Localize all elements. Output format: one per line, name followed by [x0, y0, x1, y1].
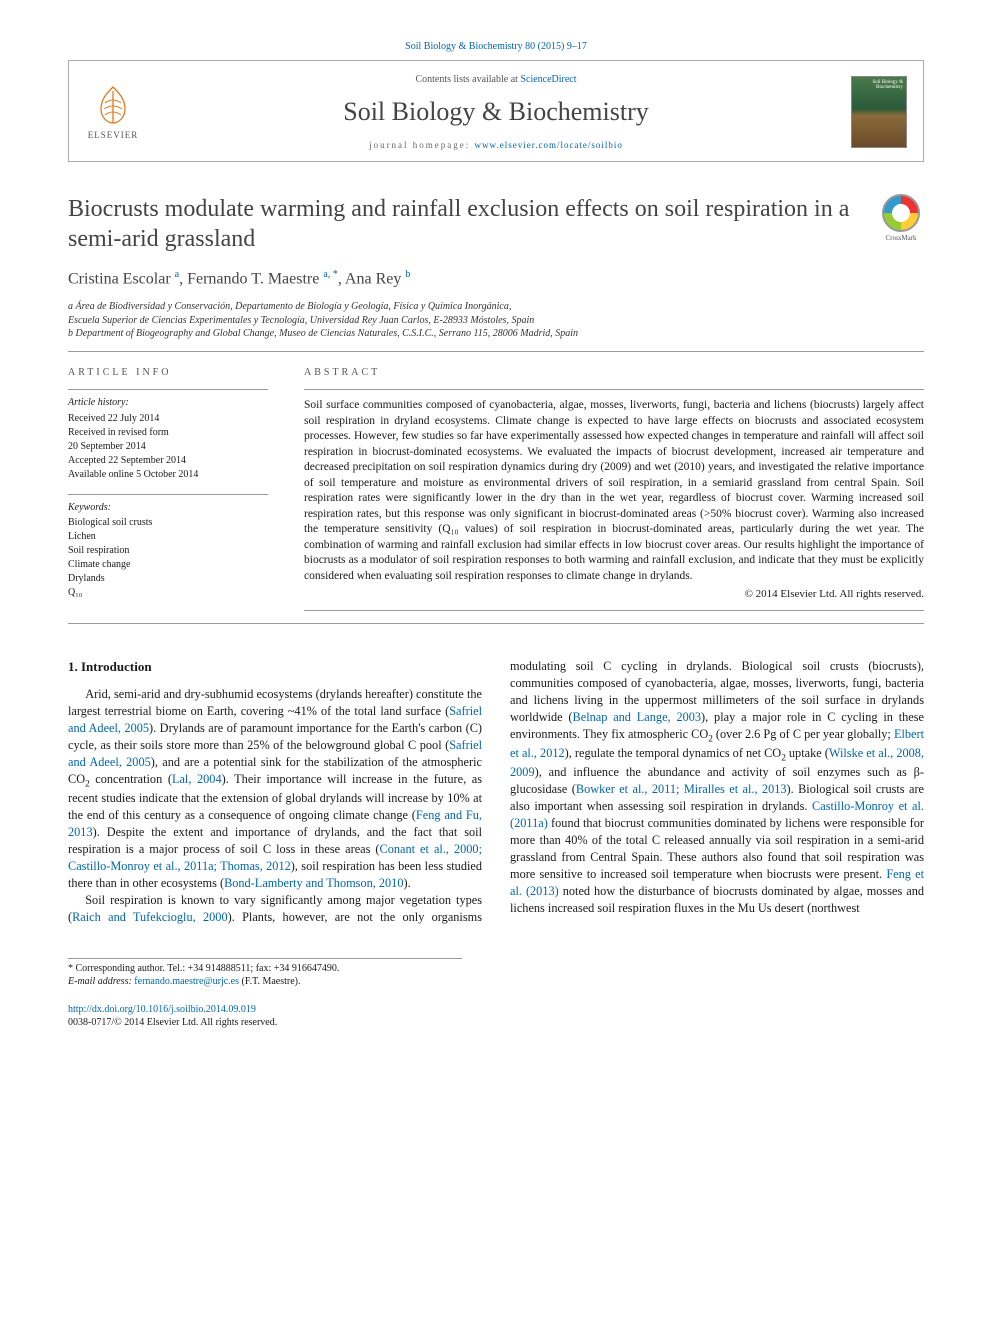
body-paragraph: Arid, semi-arid and dry-subhumid ecosyst…	[68, 686, 482, 892]
history-item: 20 September 2014	[68, 440, 268, 454]
homepage-line: journal homepage: www.elsevier.com/locat…	[157, 139, 835, 151]
keyword: Q₁₀	[68, 586, 268, 600]
history-item: Received in revised form	[68, 426, 268, 440]
keyword: Lichen	[68, 530, 268, 544]
contents-available-line: Contents lists available at ScienceDirec…	[157, 73, 835, 87]
citation-ref[interactable]: Conant et al., 2000; Castillo-Monroy et …	[68, 842, 482, 873]
keyword: Drylands	[68, 572, 268, 586]
divider	[304, 610, 924, 611]
authors-line: Cristina Escolar a, Fernando T. Maestre …	[68, 268, 924, 290]
homepage-link[interactable]: www.elsevier.com/locate/soilbio	[475, 140, 623, 150]
abstract-copyright: © 2014 Elsevier Ltd. All rights reserved…	[304, 587, 924, 602]
citation-ref[interactable]: Lal, 2004	[172, 772, 222, 786]
history-item: Accepted 22 September 2014	[68, 454, 268, 468]
journal-cover-thumbnail	[851, 76, 907, 148]
crossmark-badge[interactable]: CrossMark	[878, 194, 924, 243]
issn-copyright: 0038-0717/© 2014 Elsevier Ltd. All right…	[68, 1017, 277, 1028]
citation-ref[interactable]: Feng et al. (2013)	[510, 867, 924, 898]
email-line: E-mail address: fernando.maestre@urjc.es…	[68, 975, 462, 989]
divider	[304, 389, 924, 390]
article-info-block: ARTICLE INFO Article history: Received 2…	[68, 366, 268, 612]
citation-ref[interactable]: Belnap and Lange, 2003	[573, 710, 702, 724]
abstract-text: Soil surface communities composed of cya…	[304, 398, 924, 584]
history-item: Received 22 July 2014	[68, 412, 268, 426]
doi-link[interactable]: http://dx.doi.org/10.1016/j.soilbio.2014…	[68, 1004, 256, 1015]
journal-name: Soil Biology & Biochemistry	[157, 94, 835, 129]
article-title: Biocrusts modulate warming and rainfall …	[68, 194, 858, 254]
divider	[68, 351, 924, 352]
history-label: Article history:	[68, 396, 268, 410]
keyword: Biological soil crusts	[68, 516, 268, 530]
title-row: Biocrusts modulate warming and rainfall …	[68, 194, 924, 254]
divider	[68, 389, 268, 390]
crossmark-label: CrossMark	[885, 234, 916, 242]
article-info-header: ARTICLE INFO	[68, 366, 268, 380]
email-suffix: (F.T. Maestre).	[239, 976, 301, 987]
citation-line: Soil Biology & Biochemistry 80 (2015) 9–…	[68, 40, 924, 54]
history-item: Available online 5 October 2014	[68, 468, 268, 482]
contents-prefix: Contents lists available at	[415, 74, 520, 85]
divider	[68, 623, 924, 624]
keywords-label: Keywords:	[68, 501, 268, 515]
affiliation-line: a Área de Biodiversidad y Conservación, …	[68, 300, 924, 314]
sciencedirect-link[interactable]: ScienceDirect	[520, 74, 576, 85]
email-link[interactable]: fernando.maestre@urjc.es	[134, 976, 239, 987]
citation-ref[interactable]: Bowker et al., 2011; Miralles et al., 20…	[576, 782, 787, 796]
citation-ref[interactable]: Raich and Tufekcioglu, 2000	[72, 910, 228, 924]
citation-ref[interactable]: Wilske et al., 2008, 2009	[510, 746, 924, 779]
citation-ref[interactable]: Feng and Fu, 2013	[68, 808, 482, 839]
info-abstract-row: ARTICLE INFO Article history: Received 2…	[68, 366, 924, 612]
section-heading: 1. Introduction	[68, 658, 482, 676]
publisher-logo-text: ELSEVIER	[88, 129, 139, 141]
page: Soil Biology & Biochemistry 80 (2015) 9–…	[0, 0, 992, 1060]
homepage-label: journal homepage:	[369, 140, 474, 150]
journal-header-box: ELSEVIER Contents lists available at Sci…	[68, 60, 924, 163]
elsevier-tree-icon	[91, 83, 135, 127]
body-columns: 1. Introduction Arid, semi-arid and dry-…	[68, 658, 924, 926]
citation-ref[interactable]: Bond-Lamberty and Thomson, 2010	[224, 876, 403, 890]
email-label: E-mail address:	[68, 976, 134, 987]
keyword: Climate change	[68, 558, 268, 572]
abstract-block: ABSTRACT Soil surface communities compos…	[304, 366, 924, 612]
crossmark-icon	[882, 194, 920, 232]
publisher-logo: ELSEVIER	[85, 80, 141, 144]
divider	[68, 494, 268, 495]
keyword: Soil respiration	[68, 544, 268, 558]
footnotes: * Corresponding author. Tel.: +34 914888…	[68, 958, 462, 989]
affiliation-line: b Department of Biogeography and Global …	[68, 327, 924, 341]
affiliations: a Área de Biodiversidad y Conservación, …	[68, 300, 924, 341]
citation-ref[interactable]: Safriel and Adeel, 2005	[68, 704, 482, 735]
abstract-header: ABSTRACT	[304, 366, 924, 380]
affiliation-line: Escuela Superior de Ciencias Experimenta…	[68, 314, 924, 328]
corresponding-author-note: * Corresponding author. Tel.: +34 914888…	[68, 962, 462, 976]
header-center: Contents lists available at ScienceDirec…	[157, 73, 835, 152]
citation-ref[interactable]: Castillo-Monroy et al. (2011a)	[510, 799, 924, 830]
citation-ref[interactable]: Safriel and Adeel, 2005	[68, 738, 482, 769]
footer: http://dx.doi.org/10.1016/j.soilbio.2014…	[68, 1003, 924, 1030]
